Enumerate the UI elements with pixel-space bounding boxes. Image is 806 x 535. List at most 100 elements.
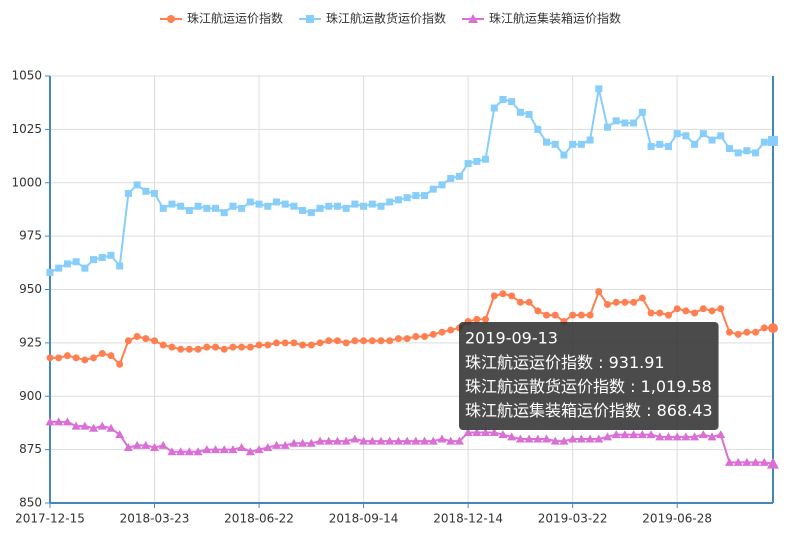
point — [438, 181, 446, 189]
point — [447, 174, 455, 182]
point — [194, 202, 202, 210]
point — [89, 423, 99, 432]
point — [412, 332, 420, 340]
point — [551, 311, 559, 319]
point — [672, 432, 682, 441]
point — [255, 341, 263, 349]
point — [386, 337, 394, 345]
point — [708, 136, 716, 144]
tooltip-name: 珠江航运集装箱运价指数 — [465, 401, 641, 420]
point — [428, 436, 438, 445]
point — [733, 457, 743, 466]
point — [743, 328, 751, 336]
point — [332, 436, 342, 445]
point — [168, 200, 176, 208]
point — [63, 352, 71, 360]
point — [656, 140, 664, 148]
point — [177, 202, 185, 210]
point — [768, 135, 778, 146]
point — [525, 298, 533, 306]
point — [264, 202, 272, 210]
point — [516, 108, 524, 116]
point — [621, 298, 629, 306]
point — [325, 337, 333, 345]
point — [767, 457, 779, 469]
tooltip-row: 珠江航运散货运价指数 : 1,019.58 — [465, 377, 712, 396]
point — [482, 315, 490, 323]
point — [498, 430, 508, 439]
x-tick-label: 2018-06-22 — [224, 512, 294, 526]
point — [385, 436, 395, 445]
point — [133, 181, 141, 189]
point — [638, 294, 646, 302]
point — [46, 268, 54, 276]
point — [585, 434, 595, 443]
point — [307, 341, 315, 349]
point — [699, 305, 707, 313]
point — [751, 457, 761, 466]
point — [97, 421, 107, 430]
point — [280, 440, 290, 449]
point — [760, 138, 768, 146]
point — [656, 309, 664, 317]
point — [691, 309, 699, 317]
point — [151, 189, 159, 197]
point — [482, 155, 490, 163]
point — [203, 204, 211, 212]
y-tick-label: 850 — [19, 496, 42, 510]
point — [368, 200, 376, 208]
point — [691, 140, 699, 148]
x-tick-label: 2017-12-15 — [15, 512, 85, 526]
point — [455, 172, 463, 180]
point — [420, 436, 430, 445]
point — [116, 360, 124, 368]
y-tick-label: 950 — [19, 282, 42, 296]
point — [290, 339, 298, 347]
point — [394, 196, 402, 204]
point — [254, 445, 264, 454]
point — [394, 335, 402, 343]
point — [141, 440, 151, 449]
point — [464, 160, 472, 168]
point — [377, 337, 385, 345]
point — [132, 440, 142, 449]
point — [472, 428, 482, 437]
point — [350, 434, 360, 443]
point — [603, 300, 611, 308]
point — [107, 251, 115, 259]
point — [159, 204, 167, 212]
point — [421, 192, 429, 200]
point — [473, 315, 481, 323]
tooltip-value: 1,019.58 — [641, 377, 712, 396]
point — [220, 345, 228, 353]
point — [324, 436, 334, 445]
point — [325, 202, 333, 210]
point — [698, 430, 708, 439]
point — [595, 288, 603, 296]
point — [193, 447, 203, 456]
point — [71, 421, 81, 430]
point — [630, 298, 638, 306]
point — [168, 343, 176, 351]
point — [542, 434, 552, 443]
point — [342, 204, 350, 212]
point — [611, 430, 621, 439]
x-tick-label: 2019-03-22 — [538, 512, 608, 526]
point — [45, 417, 55, 426]
point — [124, 337, 132, 345]
y-tick-label: 925 — [19, 335, 42, 349]
point — [569, 311, 577, 319]
point — [429, 330, 437, 338]
point — [185, 345, 193, 353]
point — [229, 202, 237, 210]
point — [682, 132, 690, 140]
point — [586, 311, 594, 319]
point — [708, 307, 716, 315]
point — [516, 298, 524, 306]
point — [315, 436, 325, 445]
point — [630, 119, 638, 127]
point — [594, 434, 604, 443]
x-tick-label: 2018-03-23 — [120, 512, 190, 526]
point — [612, 298, 620, 306]
